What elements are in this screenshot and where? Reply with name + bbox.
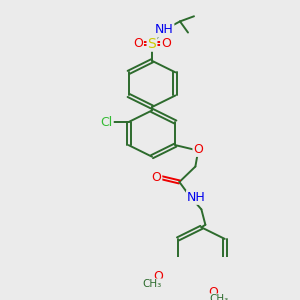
Text: O: O: [153, 270, 163, 283]
Text: O: O: [152, 171, 161, 184]
Text: CH₃: CH₃: [142, 279, 162, 289]
Text: CH₃: CH₃: [210, 294, 229, 300]
Text: NH: NH: [187, 191, 206, 204]
Text: NH: NH: [154, 23, 173, 37]
Text: S: S: [148, 37, 156, 51]
Text: O: O: [194, 143, 203, 156]
Text: O: O: [208, 286, 218, 299]
Text: O: O: [161, 37, 171, 50]
Text: Cl: Cl: [100, 116, 113, 128]
Text: O: O: [133, 37, 143, 50]
